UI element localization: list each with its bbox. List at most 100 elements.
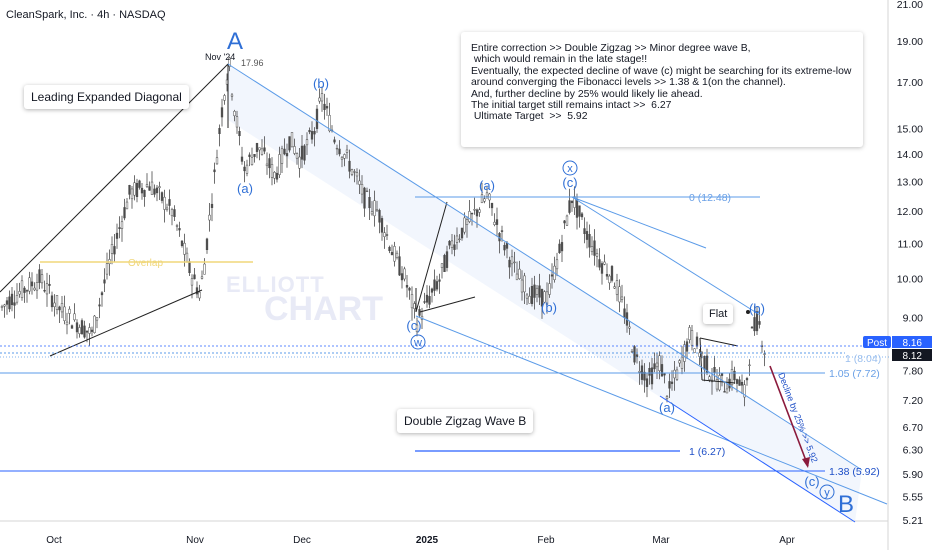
candle-body xyxy=(323,103,326,110)
candle-body xyxy=(365,190,369,193)
note-line: And, further decline by 25% would likely… xyxy=(471,88,703,100)
time-tick-label: Dec xyxy=(293,535,311,546)
time-tick-label: Apr xyxy=(779,535,795,546)
candle-body xyxy=(473,209,476,211)
candle-body xyxy=(275,172,279,180)
candle-body xyxy=(445,251,449,268)
wave-a3-label: (a) xyxy=(659,400,675,415)
candle-body xyxy=(743,384,746,398)
channel-lower-line xyxy=(415,315,888,505)
candle-body xyxy=(453,244,456,250)
diagonal-lower-line xyxy=(49,289,203,357)
fib-1-label: 1 (8.04) xyxy=(845,353,881,365)
candle-body xyxy=(43,290,46,292)
note-line: Eventually, the expected decline of wave… xyxy=(471,65,852,77)
candle-body xyxy=(125,201,129,210)
candle-body xyxy=(755,311,759,332)
flat-dot xyxy=(746,310,750,314)
price-tick-label: 19.00 xyxy=(897,36,923,48)
candle-body xyxy=(655,362,659,368)
candle-body xyxy=(133,182,136,196)
double-zigzag-label: Double Zigzag Wave B xyxy=(397,409,534,433)
candle-body xyxy=(485,192,489,197)
candle-body xyxy=(180,240,184,247)
candle-body xyxy=(763,353,766,355)
candle-body xyxy=(360,183,364,195)
candle-body xyxy=(8,296,11,310)
candle-body xyxy=(428,296,431,305)
candle-body xyxy=(240,156,244,162)
wave-b1-label: (b) xyxy=(313,76,329,91)
candle-body xyxy=(140,187,144,194)
wave-a1-label: (a) xyxy=(237,181,253,196)
note-line: Ultimate Target >> 5.92 xyxy=(471,111,588,123)
candle-body xyxy=(0,305,4,308)
candle-body xyxy=(435,281,439,290)
candle-body xyxy=(463,217,466,233)
candle-body xyxy=(155,187,159,194)
candle-body xyxy=(658,355,661,372)
candle-body xyxy=(398,256,401,276)
candle-body xyxy=(388,246,391,252)
diagonal-upper-line xyxy=(0,63,229,293)
candle-body xyxy=(35,282,39,291)
candle-body xyxy=(633,346,636,363)
candle-body xyxy=(15,295,19,303)
channel-x-line xyxy=(571,196,707,249)
candle-body xyxy=(320,93,324,102)
candle-body xyxy=(333,139,336,143)
candle-body xyxy=(183,242,186,255)
candle-body xyxy=(345,149,349,153)
candle-body xyxy=(63,306,66,322)
wave-x-label: x xyxy=(567,163,573,175)
candle-body xyxy=(520,279,524,293)
candle-body xyxy=(255,143,259,152)
candle-body xyxy=(440,263,444,268)
candle-body xyxy=(310,131,314,140)
candle-body xyxy=(543,291,546,303)
candle-body xyxy=(475,209,479,217)
chart-title: CleanSpark, Inc. · 4h · NASDAQ xyxy=(6,9,166,21)
candle-body xyxy=(635,354,639,358)
candle-body xyxy=(285,153,289,157)
price-tick-label: 6.70 xyxy=(903,422,924,434)
candle-body xyxy=(308,130,311,133)
candle-body xyxy=(170,209,174,217)
candle-body xyxy=(213,169,216,173)
candle-body xyxy=(370,211,374,215)
candle-body xyxy=(415,324,419,333)
candle-body xyxy=(500,230,504,232)
candle-body xyxy=(118,227,121,229)
candle-body xyxy=(648,367,651,376)
time-tick-label: Mar xyxy=(652,535,670,546)
candle-body xyxy=(185,252,189,262)
candle-body xyxy=(758,321,761,325)
candle-body xyxy=(375,209,379,212)
candle-body xyxy=(165,207,169,210)
candle-body xyxy=(343,154,346,159)
candle-body xyxy=(748,364,751,366)
price-tick-label: 21.00 xyxy=(897,0,923,11)
candle-body xyxy=(720,373,724,376)
wave-w-circle xyxy=(410,334,426,350)
candle-body xyxy=(458,238,461,241)
analysis-note: Entire correction >> Double Zigzag >> Mi… xyxy=(461,32,863,147)
overlap-label: Overlap xyxy=(128,258,163,269)
price-tick-label: 7.20 xyxy=(903,395,924,407)
candle-body xyxy=(740,381,744,386)
candle-body xyxy=(68,308,71,314)
candle-body xyxy=(48,283,51,286)
candle-body xyxy=(45,283,49,295)
candle-body xyxy=(295,153,299,159)
price-tick-label: 11.00 xyxy=(898,238,924,250)
price-tick-label: 5.55 xyxy=(903,492,924,504)
candle-body xyxy=(193,274,196,280)
candle-body xyxy=(460,227,464,239)
price-tick-label: 7.80 xyxy=(903,366,924,378)
price-tick-label: 13.00 xyxy=(897,177,923,189)
post-value: 8.16 xyxy=(903,338,923,349)
candle-body xyxy=(378,210,381,223)
candle-body xyxy=(85,330,89,333)
candle-body xyxy=(523,275,526,293)
candle-body xyxy=(680,356,684,369)
